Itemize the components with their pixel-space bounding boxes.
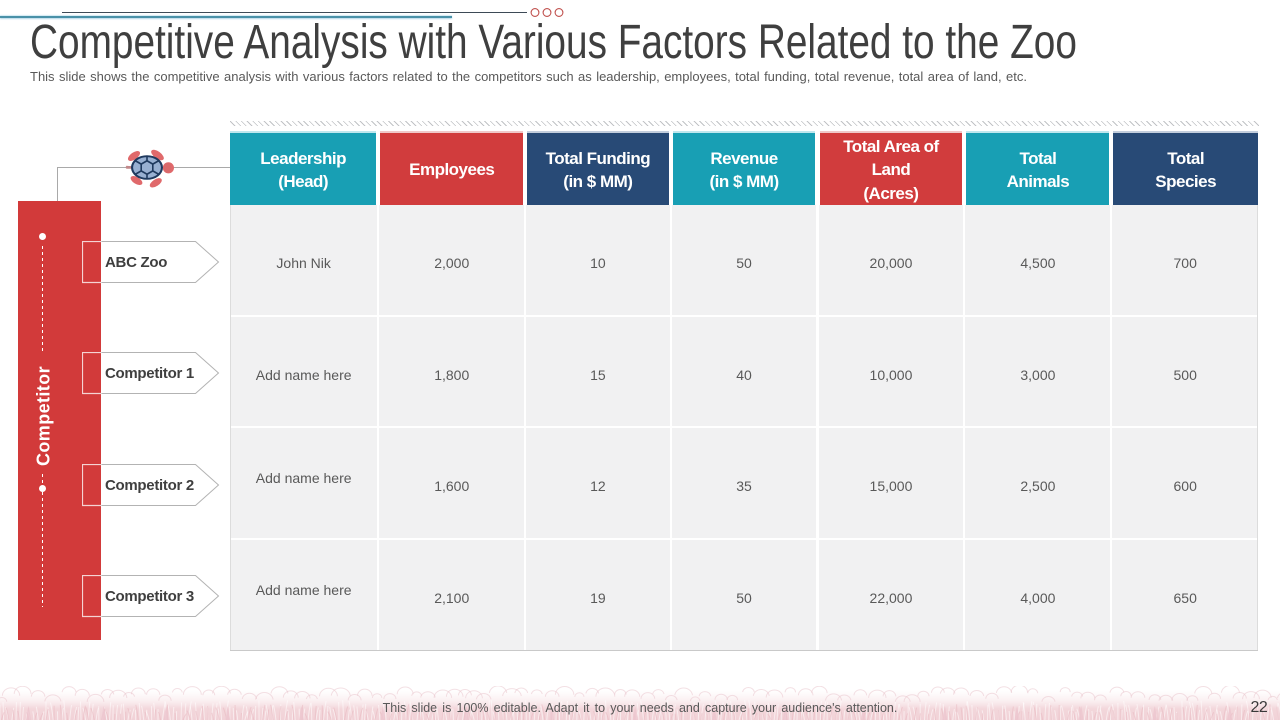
svg-text:Competitor 1: Competitor 1 (105, 365, 194, 382)
svg-text:Competitor 2: Competitor 2 (105, 477, 194, 494)
svg-text:Competitor 3: Competitor 3 (105, 588, 194, 605)
svg-text:ABC Zoo: ABC Zoo (105, 254, 167, 271)
